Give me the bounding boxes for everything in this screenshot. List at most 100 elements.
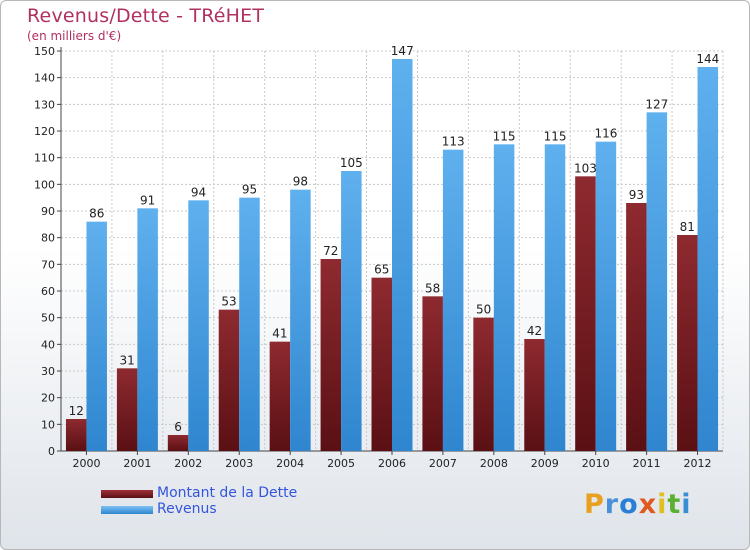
y-tick-label: 50 (41, 312, 55, 325)
x-tick-label: 2010 (582, 457, 610, 470)
y-tick-label: 0 (48, 445, 55, 458)
label-revenus-2003: 95 (242, 183, 257, 197)
x-tick-label: 2004 (276, 457, 304, 470)
y-tick-label: 100 (34, 178, 55, 191)
logo-letter: o (619, 489, 639, 520)
bar-revenus-2012 (697, 67, 719, 451)
y-tick-label: 140 (34, 72, 55, 85)
legend-swatch-dette (101, 490, 153, 498)
x-tick-label: 2005 (327, 457, 355, 470)
label-revenus-2010: 116 (594, 127, 617, 141)
data-labels: 12 31 6 53 41 72 65 58 50 42 103 93 81 86 91 94 95 98 105 1… (69, 44, 720, 434)
label-revenus-2002: 94 (191, 185, 206, 199)
label-dette-2008: 50 (476, 303, 491, 317)
x-tick-label: 2002 (174, 457, 202, 470)
bar-revenus-2001 (137, 208, 158, 451)
bar-revenus-2011 (646, 112, 668, 451)
logo-letter: i (681, 489, 692, 520)
bar-revenus-2000 (86, 221, 107, 451)
bar-dette-2010 (575, 176, 596, 452)
bar-dette-2007 (422, 296, 443, 451)
y-tick-label: 30 (41, 365, 55, 378)
logo-letter: i (657, 489, 668, 520)
chart-subtitle: (en milliers d'€) (27, 29, 122, 43)
label-revenus-2004: 98 (293, 175, 308, 189)
label-revenus-2000: 86 (89, 207, 104, 221)
label-dette-2005: 72 (323, 244, 338, 258)
logo-letter: t (667, 489, 682, 520)
proxiti-logo: Proxiti (584, 489, 692, 520)
bar-dette-2008 (473, 317, 494, 451)
bar-dette-2011 (626, 203, 647, 451)
x-tick-label: 2001 (123, 457, 151, 470)
y-tick-label: 10 (41, 418, 55, 431)
bar-dette-2005 (320, 259, 342, 451)
bar-dette-2002 (167, 435, 189, 451)
label-dette-2009: 42 (527, 324, 542, 338)
logo-letter: r (604, 489, 620, 520)
y-tick-label: 90 (41, 205, 55, 218)
y-tick-label: 60 (41, 285, 55, 298)
y-tick-label: 80 (41, 232, 55, 245)
x-tick-label: 2003 (225, 457, 253, 470)
label-dette-2004: 41 (272, 327, 287, 341)
bar-revenus-2006 (392, 59, 413, 451)
label-dette-2011: 93 (629, 188, 644, 202)
logo-letter: x (638, 489, 658, 520)
x-tick-label: 2000 (72, 457, 100, 470)
label-dette-2007: 58 (425, 281, 440, 295)
x-tick-label: 2006 (378, 457, 406, 470)
label-revenus-2006: 147 (391, 44, 414, 58)
label-revenus-2008: 115 (493, 129, 516, 143)
label-revenus-2001: 91 (140, 193, 155, 207)
chart-title: Revenus/Dette - TRéHET (27, 5, 265, 27)
bar-revenus-2004 (290, 189, 311, 451)
label-dette-2002: 6 (174, 420, 182, 434)
gridlines (60, 50, 724, 452)
x-tick-label: 2008 (480, 457, 508, 470)
y-tick-label: 130 (34, 98, 55, 111)
bar-revenus-2007 (442, 149, 464, 451)
bar-dette-2009 (524, 339, 545, 451)
label-dette-2003: 53 (221, 295, 236, 309)
legend-label-dette: Montant de la Dette (157, 485, 298, 501)
label-revenus-2007: 113 (442, 135, 465, 149)
bar-dette-2000 (65, 419, 87, 451)
label-revenus-2012: 144 (696, 52, 719, 66)
label-dette-2012: 81 (680, 220, 695, 234)
y-tick-label: 70 (41, 258, 55, 271)
y-tick-label: 120 (34, 125, 55, 138)
y-tick-label: 40 (41, 338, 55, 351)
x-tick-label: 2009 (531, 457, 559, 470)
x-tick-label: 2007 (429, 457, 457, 470)
bar-dette-2012 (677, 235, 698, 451)
bar-revenus-2003 (239, 197, 260, 451)
bar-revenus-2009 (544, 144, 566, 452)
axes: 0 10 20 30 40 50 60 70 80 90 100 110 120 130 140 150 200… (34, 45, 723, 470)
logo-letter: P (584, 489, 605, 520)
bar-revenus-2005 (341, 171, 362, 451)
bars (65, 59, 719, 452)
legend-swatch-revenus (101, 506, 153, 514)
x-tick-label: 2011 (633, 457, 661, 470)
bar-revenus-2002 (188, 200, 209, 451)
label-revenus-2011: 127 (645, 97, 668, 111)
bar-dette-2006 (371, 277, 392, 451)
bar-revenus-2010 (595, 141, 617, 451)
label-revenus-2009: 115 (544, 129, 567, 143)
label-dette-2000: 12 (69, 404, 84, 418)
legend-label-revenus: Revenus (157, 501, 217, 517)
y-tick-label: 20 (41, 392, 55, 405)
bar-revenus-2008 (493, 144, 515, 452)
y-tick-label: 150 (34, 45, 55, 58)
bar-dette-2003 (218, 309, 240, 451)
x-tick-label: 2012 (684, 457, 712, 470)
y-tick-label: 110 (34, 152, 55, 165)
bar-dette-2001 (116, 368, 138, 451)
label-revenus-2005: 105 (340, 156, 363, 170)
label-dette-2010: 103 (574, 161, 597, 175)
label-dette-2001: 31 (119, 353, 134, 367)
bar-dette-2004 (269, 341, 291, 451)
